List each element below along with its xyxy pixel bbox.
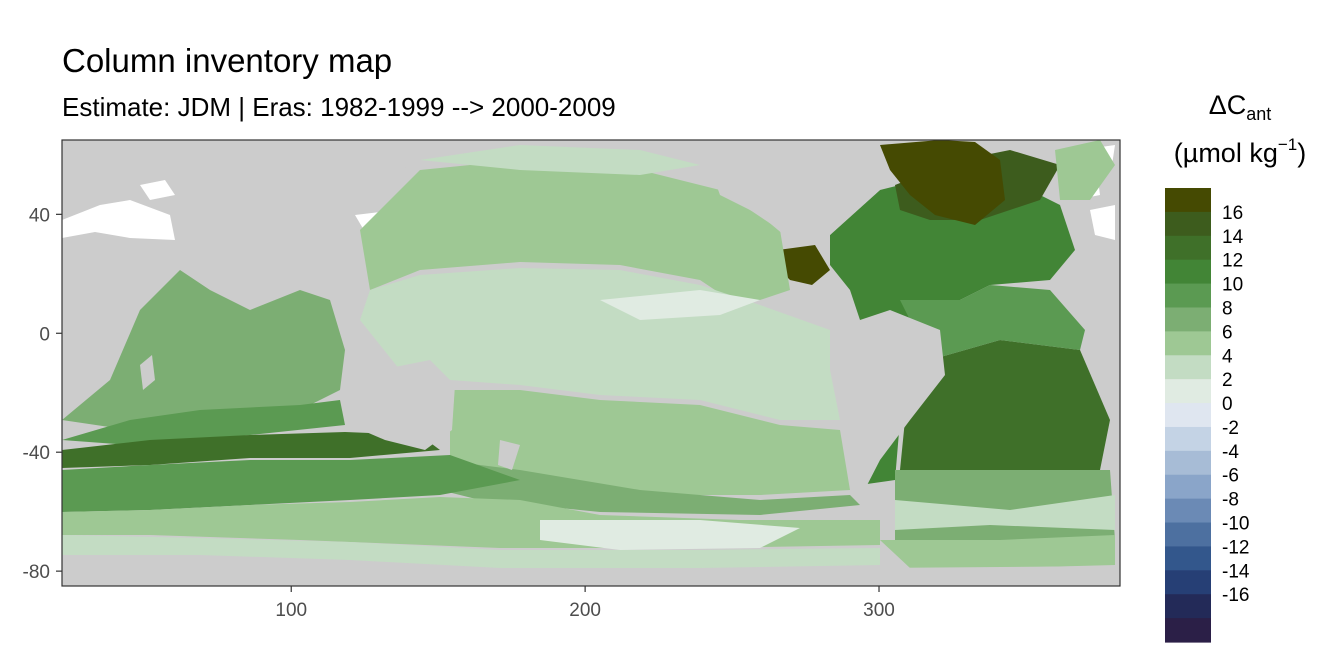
ocean-region	[778, 245, 830, 285]
legend-colorbar	[1165, 188, 1211, 643]
legend-title-symbol: ΔC	[1209, 90, 1247, 120]
no-data-patch	[1090, 205, 1115, 240]
ocean-region	[880, 535, 1115, 568]
y-tick-label: -40	[23, 443, 50, 464]
legend-swatch	[1165, 283, 1211, 309]
legend-swatch	[1165, 594, 1211, 619]
no-data-patch	[140, 180, 175, 200]
ocean-region	[880, 140, 1005, 225]
legend-swatch	[1165, 379, 1211, 404]
legend-label: -10	[1222, 514, 1249, 535]
x-axis: 100 200 300	[275, 586, 895, 621]
map-title: Column inventory map	[62, 42, 393, 79]
legend-swatch	[1165, 570, 1211, 595]
legend-label: -2	[1222, 418, 1239, 439]
legend-swatch	[1165, 474, 1211, 500]
indian-ocean	[62, 270, 440, 468]
land-north-pacific-coast	[62, 140, 420, 200]
map-subtitle: Estimate: JDM | Eras: 1982-1999 --> 2000…	[62, 92, 616, 122]
ocean-region	[540, 520, 800, 550]
pacific-ocean	[360, 145, 860, 515]
legend-label: -14	[1222, 561, 1250, 582]
legend-label: 4	[1222, 346, 1233, 367]
x-tick-label: 100	[275, 600, 307, 621]
legend-swatch	[1165, 546, 1211, 571]
ocean-region	[62, 455, 520, 512]
ocean-region	[900, 340, 1110, 470]
legend-label: -16	[1222, 585, 1249, 606]
ocean-region	[1055, 140, 1115, 200]
legend-label: 12	[1222, 251, 1243, 272]
map-panel	[62, 140, 1120, 586]
land-masses	[62, 140, 1120, 586]
legend-swatch	[1165, 259, 1211, 285]
legend-unit-suffix: )	[1297, 138, 1306, 168]
southern-ocean	[62, 455, 880, 568]
legend-label: -6	[1222, 466, 1239, 487]
legend-swatch	[1165, 450, 1211, 476]
ocean-region	[62, 535, 880, 568]
ocean-region	[900, 285, 1085, 360]
legend-labels: 16 14 12 108 6 4 2 0 -2 -4 -6 -8 -10-12 -14 -16	[1222, 203, 1250, 606]
legend-swatch	[1165, 618, 1211, 643]
y-axis: 40 0 -40 -80	[23, 205, 62, 583]
legend-swatch	[1165, 403, 1211, 428]
legend-swatch	[1165, 522, 1211, 548]
legend-title: ΔCant	[1209, 90, 1272, 124]
legend-label: 8	[1222, 298, 1233, 319]
x-tick-label: 300	[863, 600, 895, 621]
north-atlantic-high	[778, 140, 1115, 285]
ocean-region	[62, 400, 345, 445]
ocean-region	[360, 160, 790, 300]
y-tick-label: -80	[23, 562, 50, 583]
legend-label: 6	[1222, 322, 1233, 343]
land-australia	[345, 360, 455, 450]
ocean-region	[895, 495, 1115, 530]
legend-title-subscript: ant	[1246, 104, 1271, 124]
legend-label: 2	[1222, 370, 1233, 391]
land-madagascar	[140, 355, 155, 390]
legend-label: 14	[1222, 227, 1244, 248]
land-new-zealand	[498, 440, 520, 470]
legend-label: -12	[1222, 537, 1249, 558]
y-tick-label: 40	[29, 205, 50, 226]
legend-swatch	[1165, 307, 1211, 332]
legend-swatch	[1165, 355, 1211, 380]
atlantic-ocean	[830, 175, 1115, 568]
ocean-region	[420, 145, 700, 175]
legend-swatch	[1165, 188, 1211, 213]
legend-label: -4	[1222, 442, 1239, 463]
legend-unit: (µmol kg−1)	[1174, 135, 1306, 168]
ocean-region	[62, 270, 345, 430]
land-south-america	[830, 310, 945, 495]
land-africa	[1080, 245, 1120, 380]
x-tick-label: 200	[569, 600, 601, 621]
legend-unit-superscript: −1	[1278, 135, 1297, 154]
legend-swatch	[1165, 426, 1211, 452]
land-antarctica	[62, 560, 1120, 586]
land-north-america	[700, 140, 880, 245]
legend-unit-prefix: (µmol kg	[1174, 138, 1278, 168]
legend-swatch	[1165, 331, 1211, 356]
y-tick-label: 0	[39, 324, 50, 345]
panel-border	[61, 139, 1121, 587]
ocean-region	[600, 290, 760, 320]
legend-label: 0	[1222, 394, 1233, 415]
legend-swatch	[1165, 498, 1211, 524]
legend-swatch	[1165, 235, 1211, 261]
ocean-region	[450, 390, 850, 495]
legend-label: 16	[1222, 203, 1243, 224]
ocean-region	[62, 432, 440, 468]
no-data-patch	[62, 200, 175, 240]
legend: ΔCant (µmol kg−1) 16 14 12 108 6 4 2 0 -2 -4 -6 -8 -…	[1165, 90, 1306, 643]
legend-swatch	[1165, 211, 1211, 237]
ocean-region	[440, 460, 860, 515]
legend-label: -8	[1222, 490, 1239, 511]
legend-label: 10	[1222, 275, 1243, 296]
